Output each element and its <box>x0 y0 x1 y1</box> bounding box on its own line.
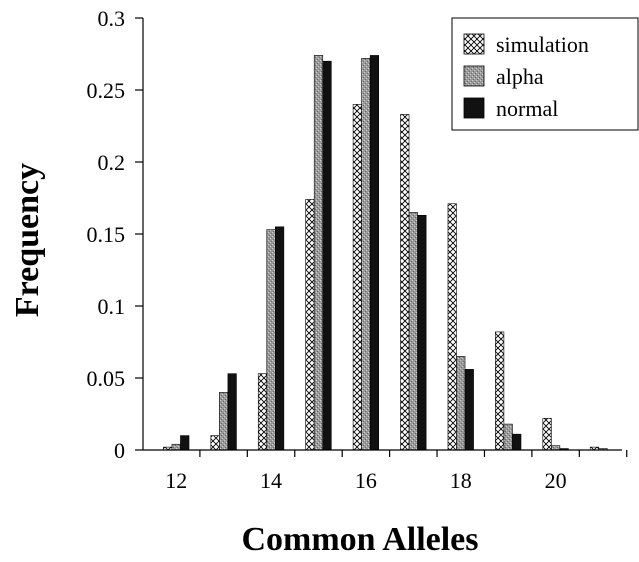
x-tick-label: 16 <box>355 468 377 493</box>
bar-alpha-16 <box>361 58 371 451</box>
bar-normal-15 <box>322 60 332 451</box>
legend-label-alpha: alpha <box>496 64 544 89</box>
y-axis-title: Frequency <box>9 163 46 317</box>
legend-label-normal: normal <box>496 96 558 121</box>
bars-layer <box>163 55 608 451</box>
legend-label-simulation: simulation <box>496 32 589 57</box>
bar-alpha-13 <box>219 392 229 451</box>
axes-layer: 0 0.05 0.1 0.15 0.2 0.25 0.3 12 14 16 18 20 <box>87 6 628 493</box>
legend: simulation alpha normal <box>451 17 639 131</box>
y-tick-label: 0 <box>114 438 125 463</box>
bar-alpha-19 <box>503 423 513 451</box>
bar-normal-14 <box>275 226 285 451</box>
y-tick-label: 0.2 <box>98 150 126 175</box>
bar-simulation-15 <box>305 199 315 451</box>
bar-alpha-12 <box>171 443 181 451</box>
bar-alpha-17 <box>408 212 418 451</box>
y-tick-label: 0.3 <box>98 6 126 31</box>
bar-normal-17 <box>417 214 427 451</box>
x-tick-label: 12 <box>165 468 187 493</box>
bar-normal-16 <box>369 55 380 451</box>
y-tick-label: 0.25 <box>87 78 126 103</box>
x-axis-title: Common Alleles <box>241 521 478 558</box>
bar-simulation-19 <box>495 331 505 451</box>
legend-swatch-normal <box>463 97 485 119</box>
y-tick-label: 0.15 <box>87 222 126 247</box>
x-tick-label: 14 <box>260 468 282 493</box>
bar-simulation-18 <box>447 203 457 451</box>
bar-simulation-17 <box>400 114 410 451</box>
x-tick-label: 18 <box>450 468 472 493</box>
legend-swatch-alpha <box>463 65 485 87</box>
bar-normal-18 <box>464 369 474 451</box>
bar-alpha-18 <box>456 356 466 451</box>
y-tick-label: 0.1 <box>98 294 126 319</box>
bar-alpha-20 <box>551 445 561 451</box>
x-tick-label: 20 <box>545 468 567 493</box>
bar-simulation-13 <box>210 435 220 451</box>
bar-normal-12 <box>180 435 190 451</box>
bar-simulation-14 <box>257 373 268 451</box>
bar-simulation-20 <box>542 418 552 451</box>
bar-alpha-15 <box>313 55 324 451</box>
legend-swatch-simulation <box>463 33 485 55</box>
bar-alpha-14 <box>266 229 276 451</box>
y-tick-label: 0.05 <box>87 366 126 391</box>
bar-normal-13 <box>227 373 237 451</box>
bar-simulation-16 <box>352 104 362 451</box>
bar-normal-19 <box>512 433 522 451</box>
